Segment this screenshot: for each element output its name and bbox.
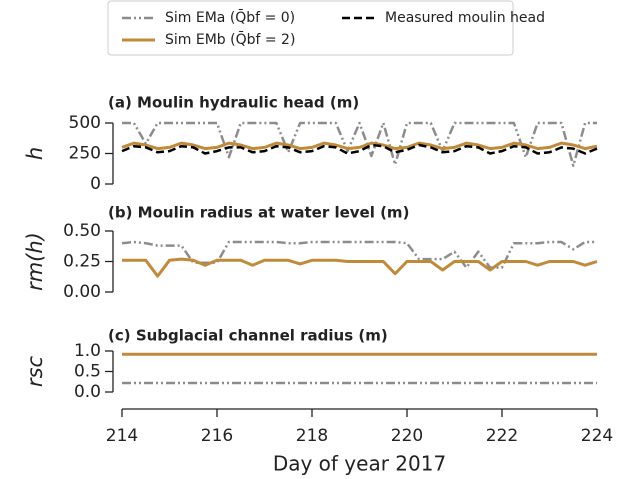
panel-title: (a) Moulin hydraulic head (m)	[108, 94, 359, 112]
legend-box	[107, 0, 514, 56]
y-axis-label: rsc	[23, 355, 47, 387]
y-tick-label: 500	[69, 113, 101, 133]
panel-title: (b) Moulin radius at water level (m)	[108, 204, 409, 222]
legend-label: Measured moulin head	[385, 10, 545, 26]
y-tick-label: 0.5	[74, 362, 101, 382]
y-tick-label: 0.50	[63, 221, 101, 241]
y-tick-label: 1.0	[74, 341, 101, 361]
x-tick-label: 220	[391, 426, 423, 446]
panel-title: (c) Subglacial channel radius (m)	[108, 327, 388, 345]
y-tick-label: 0	[90, 174, 101, 194]
x-tick-label: 224	[581, 426, 613, 446]
x-tick-label: 214	[106, 426, 138, 446]
y-tick-label: 0.00	[63, 282, 101, 302]
series-line	[121, 141, 598, 151]
legend-label: Sim EMb (Q̄bf = 2)	[165, 30, 295, 48]
x-axis-label: Day of year 2017	[273, 452, 446, 476]
x-tick-label: 222	[486, 426, 518, 446]
y-axis-label: rm(h)	[23, 232, 47, 291]
y-axis-label: h	[23, 147, 47, 160]
y-tick-label: 0.25	[63, 252, 101, 272]
series-line	[122, 257, 598, 278]
series-line	[122, 121, 597, 167]
x-tick-label: 218	[296, 426, 328, 446]
x-tick-label: 216	[201, 426, 233, 446]
series-line	[121, 240, 597, 269]
legend-label: Sim EMa (Q̄bf = 0)	[165, 8, 295, 26]
y-tick-label: 250	[69, 144, 101, 164]
y-tick-label: 0.0	[74, 382, 101, 402]
